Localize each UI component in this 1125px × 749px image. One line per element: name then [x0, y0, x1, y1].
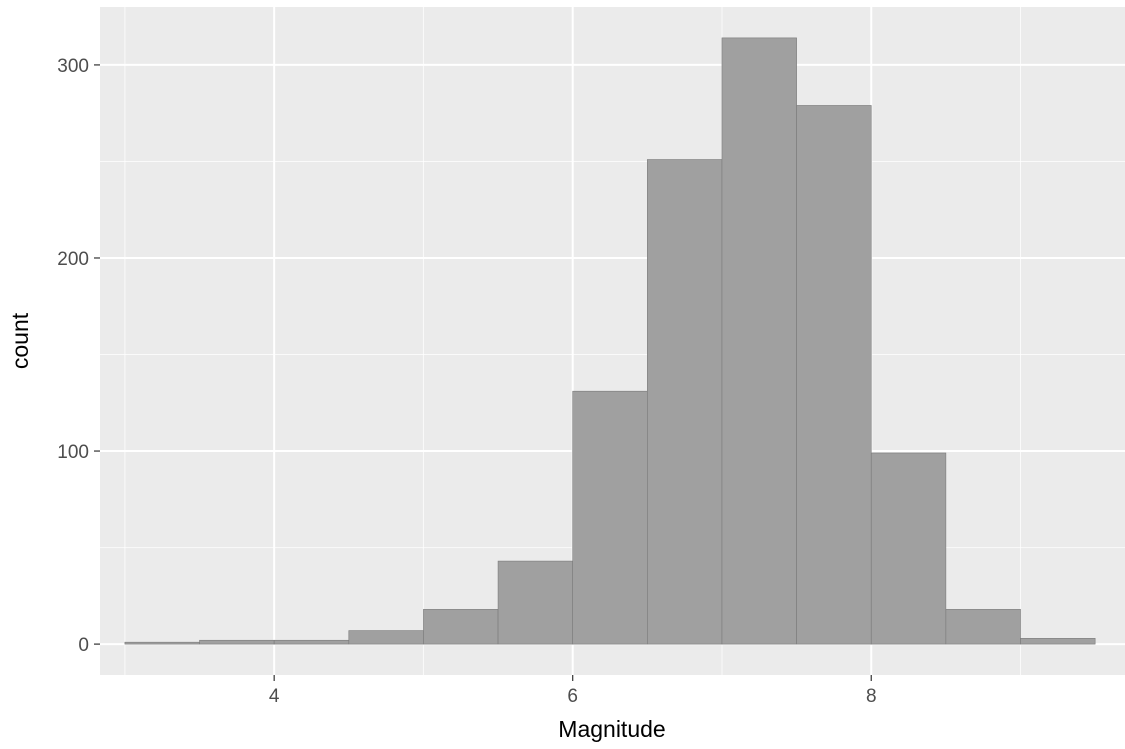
histogram-bar [870, 452, 947, 645]
y-axis-title: count [7, 312, 33, 369]
histogram-bar [721, 37, 797, 645]
histogram-bar [199, 639, 275, 645]
x-tick-label: 8 [866, 686, 877, 707]
histogram-bars [124, 37, 1096, 645]
histogram-bar [348, 630, 424, 645]
x-tick-label: 6 [567, 686, 578, 707]
y-tick-label: 300 [57, 56, 89, 77]
histogram-bar [273, 639, 350, 645]
x-axis: 4 6 8 [269, 675, 877, 707]
y-axis: 0 100 200 300 [57, 56, 100, 656]
y-tick-label: 100 [57, 442, 89, 463]
histogram-bar [423, 609, 499, 645]
histogram-bar [796, 105, 872, 645]
x-tick-label: 4 [269, 686, 280, 707]
histogram-bar [497, 560, 574, 645]
y-tick-label: 200 [57, 249, 89, 270]
histogram-bar [572, 390, 648, 645]
y-tick-label: 0 [78, 635, 89, 656]
x-axis-title: Magnitude [558, 716, 665, 742]
histogram-bar [647, 159, 723, 645]
histogram-bar [124, 641, 200, 645]
histogram-bar [945, 609, 1021, 645]
histogram-bar [1020, 638, 1096, 645]
